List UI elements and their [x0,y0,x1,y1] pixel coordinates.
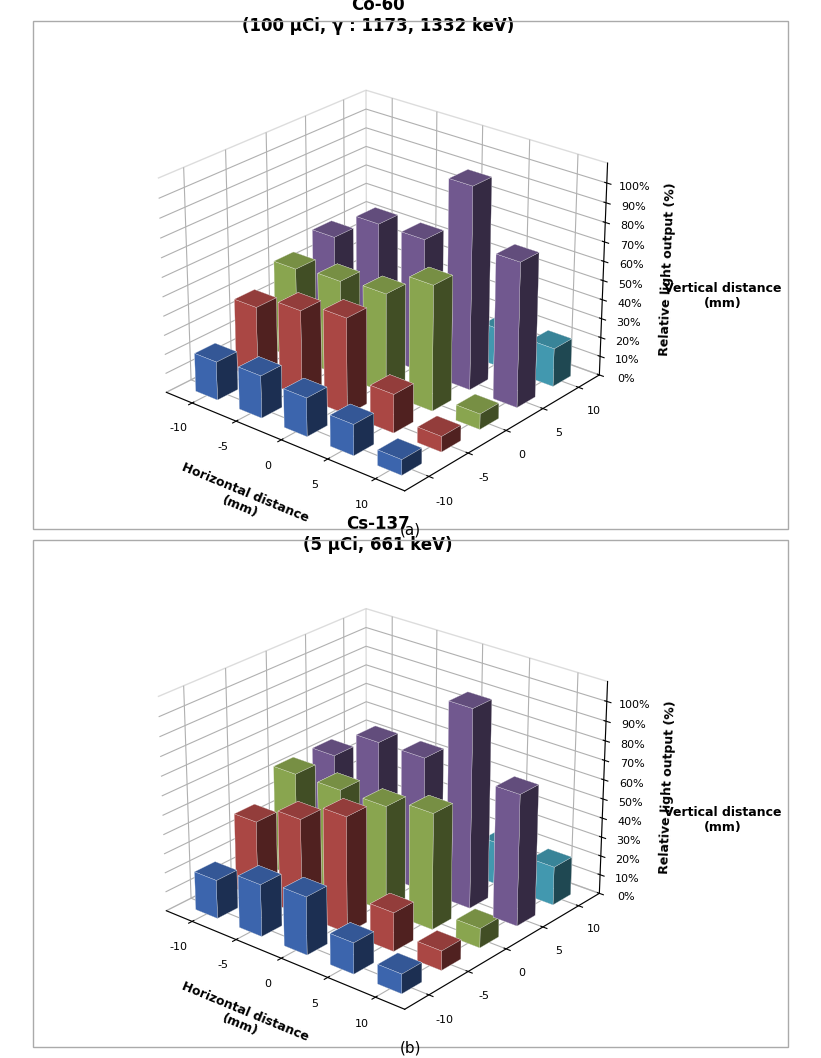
Title: Cs-137
(5 μCi, 661 keV): Cs-137 (5 μCi, 661 keV) [303,515,452,553]
Text: (a): (a) [400,523,421,537]
Text: Vertical distance
(mm): Vertical distance (mm) [663,282,782,310]
Text: Vertical distance
(mm): Vertical distance (mm) [663,806,782,834]
X-axis label: Horizontal distance
(mm): Horizontal distance (mm) [175,461,311,539]
Title: Co-60
(100 μCi, γ : 1173, 1332 keV): Co-60 (100 μCi, γ : 1173, 1332 keV) [241,0,514,35]
Text: (b): (b) [400,1041,421,1056]
X-axis label: Horizontal distance
(mm): Horizontal distance (mm) [175,980,311,1057]
